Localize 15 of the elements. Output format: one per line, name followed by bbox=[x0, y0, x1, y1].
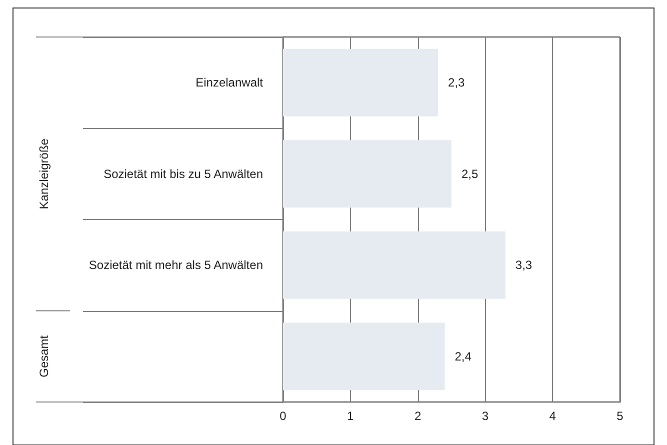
data-label: 2,3 bbox=[448, 76, 466, 90]
x-tick-label: 2 bbox=[414, 409, 422, 423]
x-tick-label: 5 bbox=[616, 409, 624, 423]
x-tick-label: 1 bbox=[347, 409, 354, 423]
y-tick-label: Sozietät mit mehr als 5 Anwälten bbox=[88, 258, 263, 272]
x-tick-label: 4 bbox=[549, 409, 556, 423]
x-tick-label: 0 bbox=[280, 409, 287, 423]
text: Kanzleigröße bbox=[37, 138, 51, 210]
y-tick-label: Einzelanwalt bbox=[196, 76, 264, 90]
data-label: 2,5 bbox=[462, 166, 479, 181]
y-tick-label: Sozietät mit bis zu 5 Anwälten bbox=[104, 166, 263, 181]
x-tick-label: 3 bbox=[482, 409, 489, 423]
data-label: 2,4 bbox=[454, 349, 472, 364]
text: Gesamt bbox=[37, 334, 51, 378]
data-label: 3,3 bbox=[515, 258, 532, 272]
